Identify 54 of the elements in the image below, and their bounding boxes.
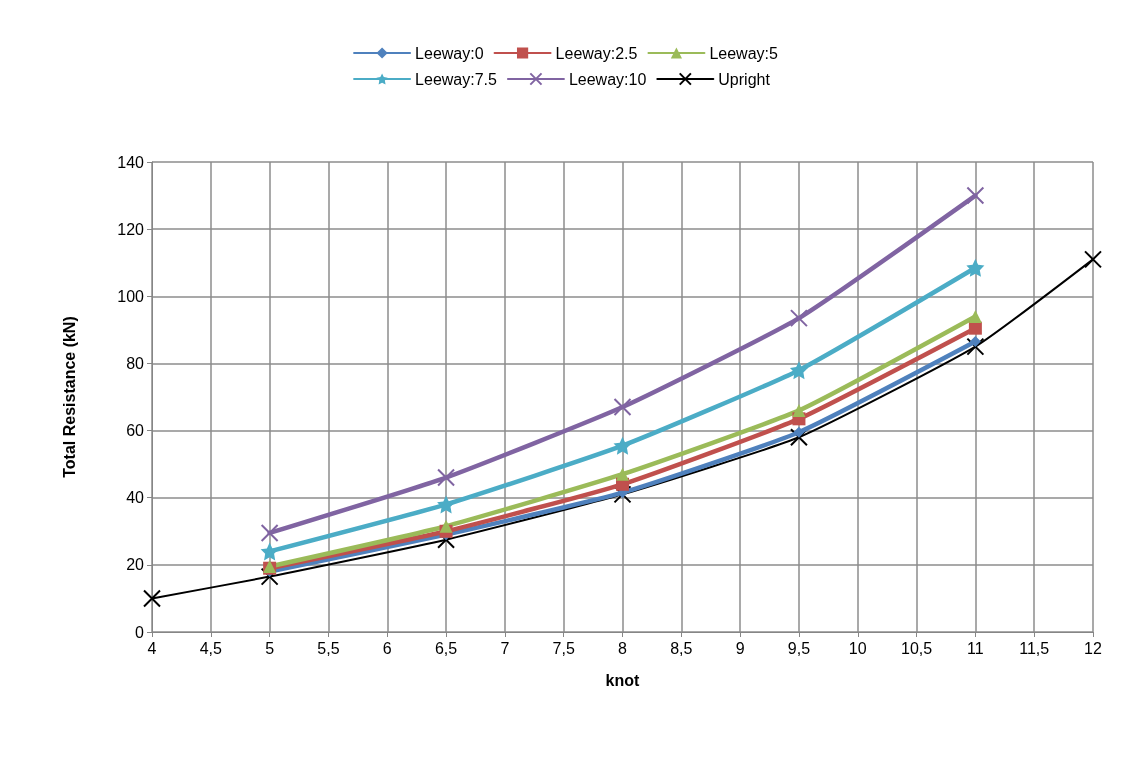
x-tick-label: 10,5: [900, 639, 933, 657]
point: [966, 337, 985, 356]
x-tick-label: 5,5: [317, 639, 340, 657]
x-tick-label: 9,5: [787, 639, 811, 657]
x-tick-label: 8,5: [670, 639, 693, 657]
x-tick-label: 7: [500, 639, 510, 657]
point: [616, 467, 629, 481]
point: [969, 336, 981, 348]
point: [968, 309, 982, 323]
point: [789, 309, 808, 328]
y-tick-label: 60: [126, 422, 145, 440]
x-tick-label: 6: [382, 639, 392, 657]
y-tick-label: 120: [117, 220, 145, 238]
y-tick-label: 40: [126, 489, 145, 507]
y-tick-label: 100: [117, 287, 145, 305]
x-tick-label: 10: [848, 639, 867, 657]
legend-label: Leeway:5: [709, 44, 779, 62]
point: [613, 398, 632, 417]
point: [613, 436, 632, 455]
point: [793, 426, 805, 438]
y-tick-label: 0: [135, 623, 145, 641]
point: [789, 361, 808, 380]
legend-label: Leeway:7.5: [415, 70, 498, 88]
legend-label: Leeway:10: [568, 70, 647, 88]
point: [260, 523, 279, 542]
x-tick-label: 4: [147, 639, 157, 657]
point: [439, 519, 453, 533]
point: [789, 428, 808, 447]
x-tick-label: 8: [618, 639, 628, 657]
y-axis-title: Total Resistance (kN): [60, 316, 78, 478]
point: [966, 186, 985, 205]
point: [968, 321, 982, 335]
point: [437, 468, 456, 487]
y-tick-label: 20: [126, 556, 145, 574]
point: [1084, 250, 1102, 269]
point: [260, 542, 279, 561]
legend-label: Upright: [718, 70, 771, 88]
point: [966, 258, 985, 277]
x-tick-label: 11,5: [1019, 639, 1050, 657]
point: [260, 567, 279, 586]
y-tick-label: 140: [117, 153, 145, 171]
x-tick-label: 12: [1084, 639, 1102, 657]
legend-label: Leeway:0: [415, 44, 484, 62]
x-tick-label: 5: [265, 639, 275, 657]
x-tick-label: 6,5: [434, 639, 458, 657]
y-tick-label: 80: [126, 354, 145, 372]
x-tick-label: 11: [967, 639, 984, 657]
x-tick-label: 7,5: [552, 639, 575, 657]
legend-label: Leeway:2.5: [555, 44, 638, 62]
x-tick-label: 4,5: [199, 639, 223, 657]
point: [143, 589, 161, 608]
x-axis-title: knot: [605, 671, 641, 689]
x-tick-label: 9: [735, 639, 745, 657]
point: [792, 403, 806, 417]
